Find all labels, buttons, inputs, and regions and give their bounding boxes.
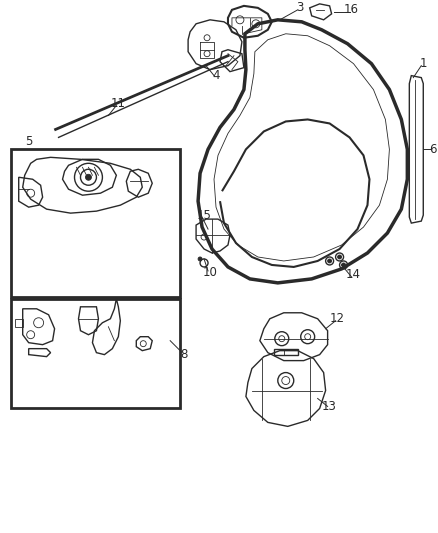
Circle shape	[198, 257, 202, 261]
Text: 3: 3	[296, 2, 304, 14]
Text: 16: 16	[344, 3, 359, 17]
Circle shape	[85, 174, 92, 180]
Circle shape	[338, 255, 342, 259]
Text: 13: 13	[322, 400, 337, 413]
Text: 1: 1	[420, 57, 427, 70]
Text: 15: 15	[197, 208, 212, 222]
Text: 5: 5	[25, 135, 32, 148]
Bar	[11, 149, 180, 297]
Text: 11: 11	[111, 97, 126, 110]
Circle shape	[328, 259, 332, 263]
Text: 10: 10	[203, 266, 218, 279]
Text: 14: 14	[346, 269, 361, 281]
Bar	[11, 299, 180, 408]
Text: 12: 12	[330, 312, 345, 325]
Text: 4: 4	[212, 69, 220, 82]
Text: 8: 8	[180, 348, 188, 361]
Circle shape	[342, 263, 346, 267]
Text: 6: 6	[430, 143, 437, 156]
